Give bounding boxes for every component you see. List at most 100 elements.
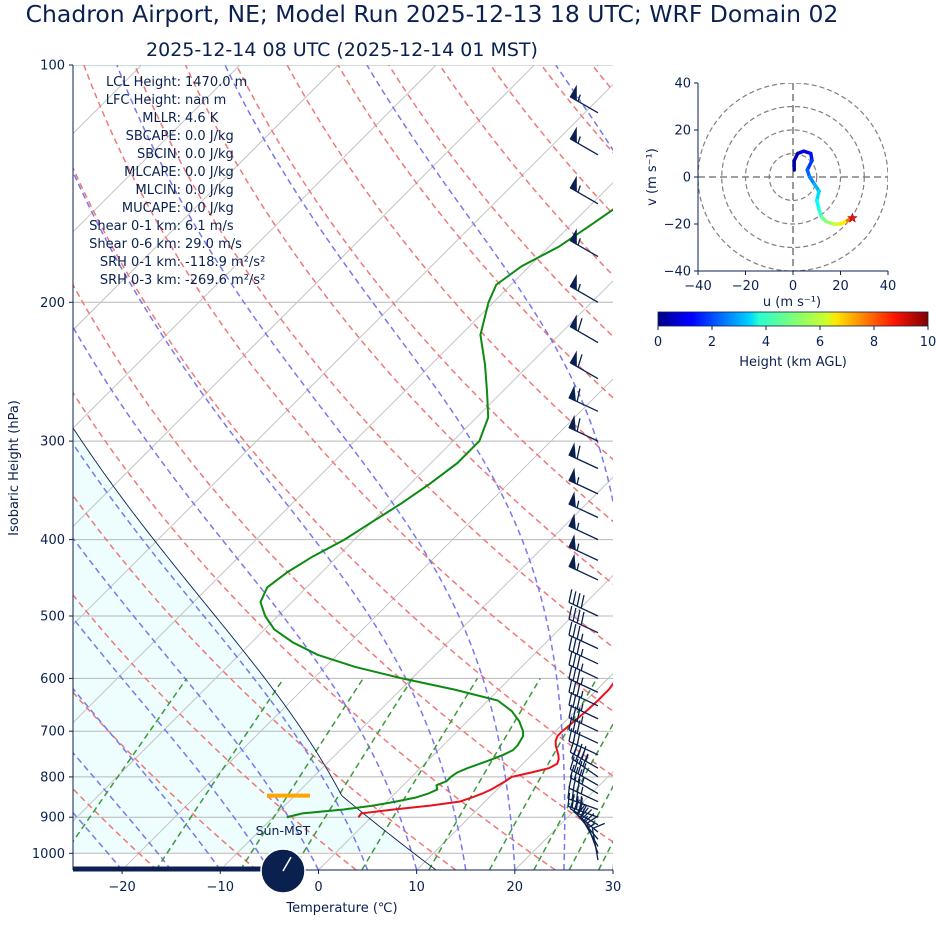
barb-full — [568, 665, 573, 680]
stat-label: SRH 0-3 km: — [100, 273, 181, 288]
wind-barb — [570, 39, 598, 66]
barb-shaft — [596, 65, 598, 66]
temperature-line — [357, 682, 613, 818]
wind-barb — [569, 350, 599, 380]
moist-adiabat-line — [73, 687, 221, 870]
barb-shaft — [569, 751, 599, 769]
barb-half — [579, 796, 583, 804]
isotherm-line — [73, 65, 241, 233]
hodograph-y-tick-label: 0 — [683, 171, 691, 186]
hodograph-y-tick-label: −20 — [664, 218, 691, 233]
isotherm-line — [73, 83, 613, 626]
stat-value: 0.0 J/kg — [185, 129, 234, 144]
colorbar-tick-label: 8 — [870, 335, 878, 350]
barb-full — [575, 796, 579, 810]
wind-barb — [568, 605, 599, 634]
wind-barb — [568, 589, 599, 617]
stat-value: -118.9 m²/s² — [185, 255, 265, 270]
barb-flag — [570, 39, 576, 53]
barb-half — [576, 522, 580, 531]
barb-shaft — [568, 664, 599, 680]
dry-adiabat-line — [591, 65, 613, 92]
barb-full — [576, 669, 581, 683]
x-tick-label: 20 — [507, 880, 524, 895]
wind-barb — [568, 692, 599, 720]
barb-full — [576, 418, 581, 432]
dry-adiabat-line — [337, 65, 613, 399]
barb-full — [568, 651, 573, 666]
wind-barbs — [567, 39, 605, 861]
wind-barb — [568, 665, 599, 693]
dry-adiabat-line — [235, 65, 613, 523]
stat-label: SBCIN: — [137, 147, 181, 162]
barb-shaft — [568, 787, 599, 803]
barb-full — [568, 692, 573, 706]
moist-adiabat-line — [73, 617, 270, 870]
hodograph-y-tick-label: −40 — [664, 265, 691, 280]
moist-adiabats — [73, 65, 613, 870]
barb-half — [576, 543, 580, 551]
barb-half — [576, 563, 580, 571]
barb-shaft — [568, 740, 599, 756]
wind-barb — [568, 774, 599, 803]
cape-shading — [73, 65, 613, 854]
colorbar-tick-label: 4 — [762, 335, 770, 350]
barb-shaft — [571, 758, 599, 778]
barb-full — [576, 640, 581, 655]
stat-label: Shear 0-6 km: — [89, 237, 181, 252]
barb-full — [592, 822, 605, 830]
hodograph-x-label: u (m s⁻¹) — [763, 295, 821, 310]
barb-full — [568, 589, 573, 603]
wind-barb — [568, 679, 599, 707]
barb-full — [581, 763, 587, 777]
wind-barb — [568, 467, 599, 495]
barb-full — [568, 679, 573, 693]
wind-barb — [568, 534, 599, 561]
mixing-ratio-line — [568, 784, 613, 870]
barb-full — [579, 797, 583, 811]
x-tick-label: −20 — [108, 880, 135, 895]
hodograph-y-label: v (m s⁻¹) — [645, 148, 660, 206]
parcel-path — [73, 427, 437, 870]
wind-barb — [576, 803, 599, 840]
barb-half — [576, 477, 580, 485]
barb-flag — [569, 350, 577, 368]
stats-box: LCL Height: 1470.0 m LFC Height: nan m MLLR:… — [89, 75, 265, 288]
barb-full — [571, 794, 575, 808]
stat-label: LCL Height: — [106, 75, 181, 90]
hodograph-x-tick-label: −20 — [732, 279, 759, 294]
barb-half — [580, 677, 584, 685]
barb-half — [581, 777, 585, 785]
barb-full — [576, 625, 581, 640]
isotherm-line — [711, 65, 936, 870]
stat-value: -269.6 m²/s² — [185, 273, 265, 288]
barb-shaft — [568, 649, 599, 665]
barb-full — [577, 760, 583, 775]
isotherm-line — [121, 378, 613, 870]
barb-full — [572, 607, 577, 622]
x-tick-label: 0 — [314, 880, 322, 895]
moist-adiabat-line — [73, 536, 320, 870]
stat-value: 0.0 J/kg — [185, 147, 234, 162]
hodograph-axes: −40−40 −20 −20 0 0 20 20 40 40 — [664, 77, 897, 295]
barb-full — [577, 318, 583, 332]
barb-shaft — [568, 729, 599, 744]
wind-barb — [568, 491, 599, 519]
x-tick-label: −10 — [207, 880, 234, 895]
mixing-ratio-line — [428, 678, 541, 870]
barb-full — [576, 695, 581, 710]
colorbar-tick-label: 2 — [708, 335, 716, 350]
mixing-ratio-line — [361, 678, 479, 870]
barb-full — [572, 681, 577, 695]
mixing-ratio-line — [73, 677, 188, 843]
stat-label: LFC Height: — [106, 93, 181, 108]
hodograph-panel: −40−40 −20 −20 0 0 20 20 40 40 u (m s⁻¹) v (m s⁻… — [645, 77, 896, 311]
hodograph-x-tick-label: −40 — [684, 279, 711, 294]
mixing-ratio-line — [624, 678, 723, 870]
barb-shaft — [573, 811, 599, 833]
wind-barb — [569, 175, 599, 205]
dry-adiabat-line — [73, 283, 613, 843]
dry-adiabat-line — [73, 391, 556, 870]
barb-half — [580, 703, 584, 712]
barb-full — [572, 667, 577, 681]
